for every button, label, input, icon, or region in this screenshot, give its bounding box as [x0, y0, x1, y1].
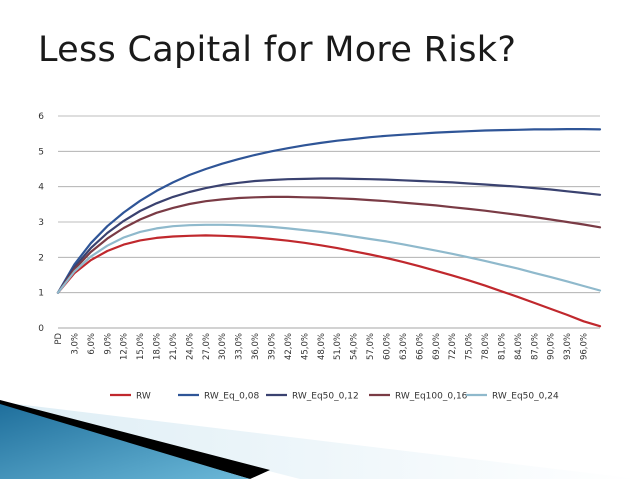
series-line-2: [56, 177, 602, 294]
x-tick-label: 3,0%: [70, 333, 80, 355]
x-tick-label: 69,0%: [432, 333, 442, 360]
x-tick-label: 12,0%: [120, 333, 130, 360]
x-tick-label: 75,0%: [465, 333, 475, 360]
y-tick-label: 4: [38, 183, 44, 193]
y-tick-label: 1: [38, 289, 44, 299]
x-tick-label: 27,0%: [202, 333, 212, 360]
x-tick-label: 9,0%: [103, 333, 113, 355]
x-tick-label: 15,0%: [136, 333, 146, 360]
x-tick-label: 39,0%: [268, 333, 278, 360]
legend-label: RW: [136, 392, 151, 402]
x-tick-label: 18,0%: [153, 333, 163, 360]
x-tick-label: 84,0%: [514, 333, 524, 360]
x-tick-label: PD: [54, 333, 64, 345]
x-tick-label: 36,0%: [251, 333, 261, 360]
y-tick-label: 0: [38, 324, 44, 334]
slide-title: Less Capital for More Risk?: [38, 30, 517, 70]
decor-light-swoosh: [0, 402, 638, 479]
y-tick-label: 3: [38, 218, 44, 228]
x-tick-label: 6,0%: [87, 333, 97, 355]
x-tick-label: 90,0%: [547, 333, 557, 360]
x-tick-label: 33,0%: [235, 333, 245, 360]
y-tick-label: 5: [38, 147, 44, 157]
x-tick-label: 96,0%: [580, 333, 590, 360]
x-tick-label: 81,0%: [497, 333, 507, 360]
x-axis-ticks: PD 3,0% 6,0% 9,0% 12,0% 15,0% 18,0% 21,0% 24,0% 2…: [54, 333, 590, 360]
x-tick-label: 24,0%: [185, 333, 195, 360]
y-tick-label: 6: [38, 112, 44, 122]
legend-label: RW_Eq100_0,16: [395, 392, 468, 402]
y-axis-ticks: 0 1 2 3 4 5 6: [38, 112, 44, 334]
x-tick-label: 45,0%: [300, 333, 310, 360]
legend-label: RW_Eq_0,08: [204, 392, 260, 402]
y-tick-label: 2: [38, 253, 44, 263]
x-tick-label: 21,0%: [169, 333, 179, 360]
series-line-4: [56, 223, 602, 294]
x-tick-label: 57,0%: [366, 333, 376, 360]
x-tick-label: 42,0%: [284, 333, 294, 360]
legend-label: RW_Eq50_0,12: [292, 392, 359, 402]
x-tick-label: 72,0%: [448, 333, 458, 360]
x-tick-label: 66,0%: [415, 333, 425, 360]
x-tick-label: 60,0%: [382, 333, 392, 360]
x-tick-label: 54,0%: [350, 333, 360, 360]
legend-label: RW_Eq50_0,24: [492, 392, 559, 402]
series-line-0: [56, 234, 602, 328]
x-tick-label: 51,0%: [333, 333, 343, 360]
series-line-1: [56, 128, 602, 294]
x-tick-label: 63,0%: [399, 333, 409, 360]
x-tick-label: 48,0%: [317, 333, 327, 360]
series-line-3: [56, 195, 602, 294]
decor-black-swoosh: [0, 400, 270, 479]
chart-legend: RW RW_Eq_0,08 RW_Eq50_0,12 RW_Eq100_0,16 RW_…: [110, 392, 559, 402]
chart-series: [56, 128, 602, 328]
decor-blue-wedge: [0, 404, 250, 479]
x-tick-label: 78,0%: [481, 333, 491, 360]
x-tick-label: 87,0%: [530, 333, 540, 360]
x-tick-label: 30,0%: [218, 333, 228, 360]
x-tick-label: 93,0%: [563, 333, 573, 360]
